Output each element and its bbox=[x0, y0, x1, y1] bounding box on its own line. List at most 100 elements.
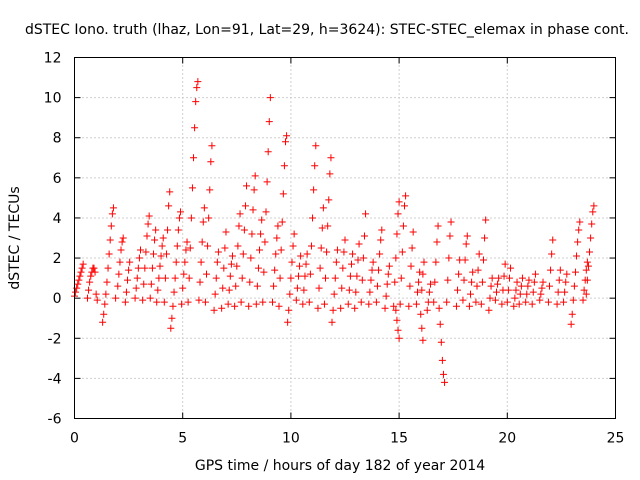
data-point bbox=[568, 310, 576, 318]
data-point bbox=[196, 278, 204, 286]
data-point bbox=[201, 298, 209, 306]
data-point bbox=[320, 300, 328, 308]
data-point bbox=[222, 228, 230, 236]
data-point bbox=[261, 238, 269, 246]
data-point bbox=[234, 242, 242, 250]
data-point bbox=[77, 268, 85, 276]
data-point bbox=[165, 202, 173, 210]
data-point bbox=[372, 298, 380, 306]
data-point bbox=[146, 294, 154, 302]
data-point bbox=[473, 282, 481, 290]
data-point bbox=[367, 276, 375, 284]
data-point bbox=[465, 302, 473, 310]
data-point bbox=[198, 238, 206, 246]
data-point bbox=[259, 298, 267, 306]
data-point bbox=[375, 266, 383, 274]
x-axis-label: GPS time / hours of day 182 of year 2014 bbox=[195, 458, 485, 474]
data-point bbox=[525, 276, 533, 284]
data-point bbox=[368, 266, 376, 274]
data-point bbox=[319, 204, 327, 212]
data-point bbox=[86, 278, 94, 286]
data-point bbox=[274, 222, 282, 230]
data-point bbox=[251, 172, 259, 180]
data-point bbox=[125, 266, 133, 274]
data-point bbox=[399, 222, 407, 230]
data-point bbox=[238, 274, 246, 282]
data-point bbox=[190, 154, 198, 162]
data-point bbox=[288, 258, 296, 266]
data-point bbox=[75, 276, 83, 284]
data-point bbox=[582, 266, 590, 274]
grid bbox=[74, 57, 616, 419]
data-point bbox=[322, 274, 330, 282]
data-point bbox=[331, 274, 339, 282]
data-point bbox=[569, 296, 577, 304]
data-point bbox=[79, 260, 87, 268]
data-point bbox=[277, 246, 285, 254]
data-point bbox=[161, 274, 169, 282]
data-point bbox=[560, 298, 568, 306]
data-point bbox=[151, 236, 159, 244]
data-point bbox=[143, 232, 151, 240]
data-point bbox=[192, 98, 200, 106]
data-point bbox=[517, 282, 525, 290]
data-point bbox=[418, 286, 426, 294]
data-point bbox=[247, 254, 255, 262]
data-point bbox=[332, 258, 340, 266]
data-point bbox=[337, 304, 345, 312]
data-point bbox=[275, 302, 283, 310]
data-point bbox=[148, 264, 156, 272]
data-point bbox=[433, 238, 441, 246]
data-point bbox=[260, 268, 268, 276]
data-point bbox=[538, 284, 546, 292]
data-point bbox=[294, 272, 302, 280]
data-point bbox=[219, 284, 227, 292]
data-point bbox=[446, 232, 454, 240]
data-point bbox=[584, 262, 592, 270]
data-point bbox=[254, 264, 262, 272]
data-point bbox=[117, 246, 125, 254]
plot-frame bbox=[74, 57, 616, 419]
data-point bbox=[78, 264, 86, 272]
data-point bbox=[583, 276, 591, 284]
data-point bbox=[301, 272, 309, 280]
data-point bbox=[390, 302, 398, 310]
data-point bbox=[76, 272, 84, 280]
data-point bbox=[495, 274, 503, 282]
data-point bbox=[181, 258, 189, 266]
data-point bbox=[583, 258, 591, 266]
data-point bbox=[385, 262, 393, 270]
axis-ticks bbox=[74, 57, 616, 419]
data-point bbox=[175, 214, 183, 222]
data-point bbox=[397, 274, 405, 282]
data-point bbox=[112, 294, 120, 302]
data-point bbox=[211, 290, 219, 298]
data-point bbox=[586, 248, 594, 256]
x-tick-label: 10 bbox=[282, 431, 300, 447]
data-point bbox=[327, 154, 335, 162]
data-point bbox=[582, 290, 590, 298]
data-point bbox=[444, 276, 452, 284]
data-point bbox=[239, 250, 247, 258]
data-point bbox=[87, 272, 95, 280]
data-point bbox=[579, 296, 587, 304]
data-point bbox=[273, 234, 281, 242]
data-point bbox=[353, 272, 361, 280]
data-point bbox=[126, 258, 134, 266]
data-point bbox=[369, 258, 377, 266]
data-point bbox=[373, 282, 381, 290]
data-point bbox=[193, 84, 201, 92]
data-point bbox=[391, 278, 399, 286]
data-point bbox=[218, 304, 226, 312]
data-point bbox=[355, 240, 363, 248]
data-point bbox=[266, 94, 274, 102]
data-point bbox=[137, 246, 145, 254]
data-point bbox=[315, 284, 323, 292]
data-point bbox=[232, 282, 240, 290]
data-point bbox=[195, 296, 203, 304]
data-points bbox=[71, 78, 598, 386]
data-point bbox=[131, 294, 139, 302]
data-point bbox=[425, 288, 433, 296]
data-point bbox=[102, 290, 110, 298]
data-point bbox=[505, 274, 513, 282]
